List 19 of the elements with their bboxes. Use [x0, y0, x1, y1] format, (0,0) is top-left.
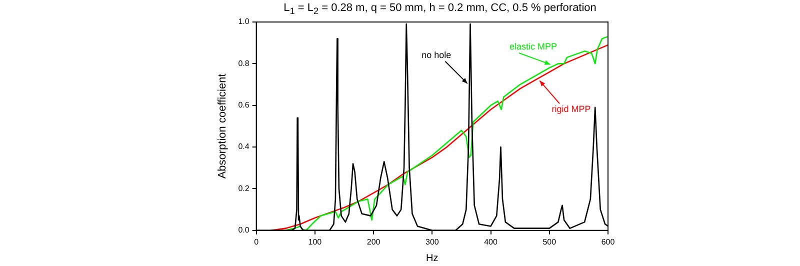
x-tick-label: 500 — [542, 237, 557, 246]
series-label: elastic MPP — [510, 41, 558, 52]
y-tick-label: 0.2 — [238, 184, 250, 193]
x-tick-label: 600 — [601, 237, 616, 246]
y-tick-label: 1.0 — [238, 17, 250, 26]
x-tick-label: 0 — [254, 237, 260, 246]
x-tick-label: 100 — [308, 237, 322, 246]
y-tick-label: 0.6 — [238, 100, 250, 110]
x-tick-label: 300 — [425, 237, 440, 246]
chart-title: L$_{1}$ = L$_{2}$ = 0.28 m, q = 50 mm, h = 0.2 mm, CC, 0.5 % perforation — [282, 2, 598, 16]
x-axis-title: Hz — [426, 252, 438, 264]
y-tick-label: 0.4 — [238, 142, 250, 152]
y-tick-label: 0.8 — [238, 58, 250, 68]
x-tick-label: 400 — [484, 237, 498, 246]
text: rigid MPP — [552, 104, 591, 114]
series-label: no hole — [422, 50, 452, 60]
x-tick-label: 200 — [366, 237, 381, 246]
y-axis-title: Absorption coefficient — [216, 74, 229, 179]
y-tick-label: 0.0 — [238, 226, 250, 235]
